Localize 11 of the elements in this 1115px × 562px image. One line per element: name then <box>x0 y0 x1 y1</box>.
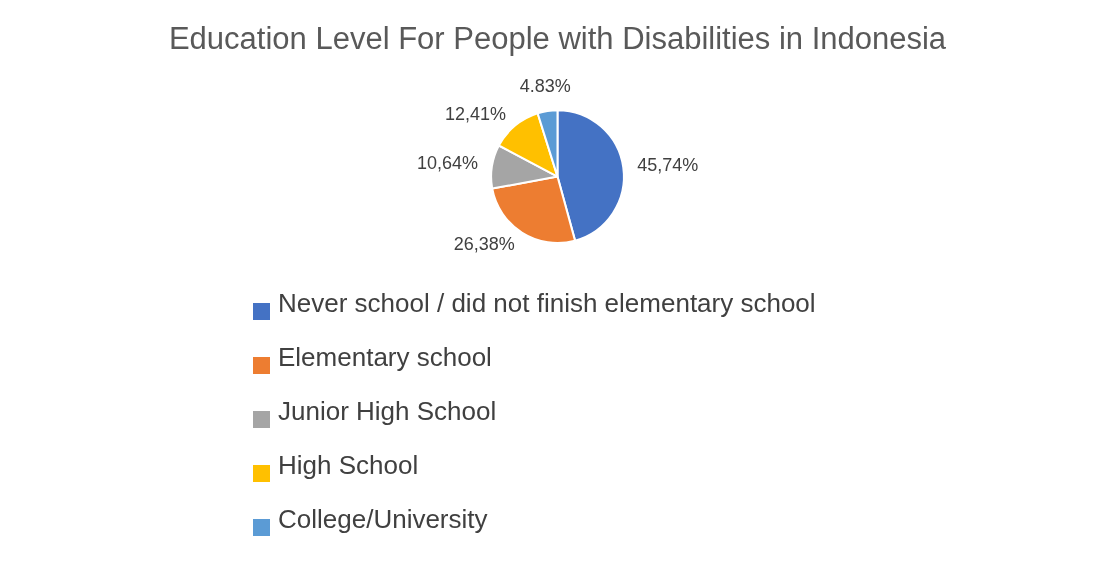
data-label: 26,38% <box>453 233 515 254</box>
data-label: 4.83% <box>519 76 571 97</box>
data-label: 10,64% <box>416 153 479 174</box>
data-label: 12,41% <box>445 103 507 124</box>
legend-label: High School <box>278 450 419 481</box>
data-label: 45,74% <box>637 154 699 175</box>
legend-label: Never school / did not finish elementary school <box>278 288 816 319</box>
chart-title: Education Level For People with Disabilities in Indonesia <box>168 21 947 57</box>
legend-label: Elementary school <box>278 342 492 373</box>
legend-label: College/University <box>278 504 488 535</box>
legend-label: Junior High School <box>278 396 497 427</box>
